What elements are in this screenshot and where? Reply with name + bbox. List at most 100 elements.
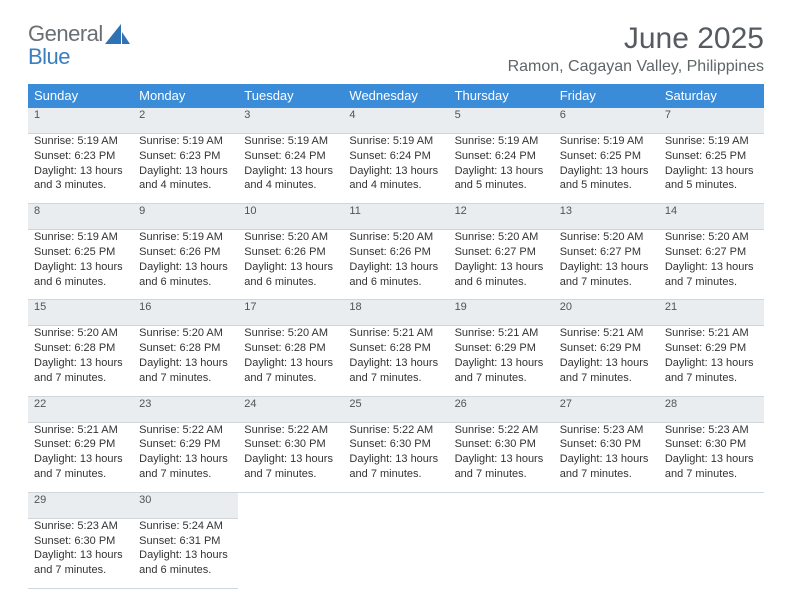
sunrise-text: Sunrise: 5:19 AM <box>34 134 127 149</box>
sunrise-text: Sunrise: 5:19 AM <box>455 134 548 149</box>
daylight-text: Daylight: 13 hours and 6 minutes. <box>349 260 442 290</box>
empty-cell <box>659 492 764 518</box>
sunset-text: Sunset: 6:23 PM <box>34 149 127 164</box>
day-number: 3 <box>238 108 343 134</box>
empty-cell <box>238 518 343 588</box>
day-number: 16 <box>133 300 238 326</box>
day-details: Sunrise: 5:19 AMSunset: 6:25 PMDaylight:… <box>659 133 764 203</box>
sunset-text: Sunset: 6:25 PM <box>665 149 758 164</box>
sunset-text: Sunset: 6:25 PM <box>34 245 127 260</box>
details-row: Sunrise: 5:19 AMSunset: 6:23 PMDaylight:… <box>28 133 764 203</box>
details-row: Sunrise: 5:19 AMSunset: 6:25 PM Daylight:… <box>28 230 764 300</box>
daylight-text: Daylight: 13 hours and 7 minutes. <box>665 452 758 482</box>
daylight-text: Daylight: 13 hours and 5 minutes. <box>560 164 653 194</box>
day-number: 11 <box>343 204 448 230</box>
day-details: Sunrise: 5:21 AMSunset: 6:29 PMDaylight:… <box>28 422 133 492</box>
day-details: Sunrise: 5:20 AMSunset: 6:26 PMDaylight:… <box>343 230 448 300</box>
empty-cell <box>554 492 659 518</box>
daylight-text: Daylight: 13 hours and 4 minutes. <box>139 164 232 194</box>
day-number: 27 <box>554 396 659 422</box>
daylight-text: Daylight: 13 hours and 4 minutes. <box>349 164 442 194</box>
sunset-text: Sunset: 6:30 PM <box>560 437 653 452</box>
daynum-row: 2930 <box>28 492 764 518</box>
sunset-text: Sunset: 6:29 PM <box>455 341 548 356</box>
sunset-text: Sunset: 6:27 PM <box>455 245 548 260</box>
day-details: Sunrise: 5:20 AMSunset: 6:28 PMDaylight:… <box>133 326 238 396</box>
day-details: Sunrise: 5:19 AMSunset: 6:24 PMDaylight:… <box>343 133 448 203</box>
daylight-text: Daylight: 13 hours and 6 minutes. <box>244 260 337 290</box>
sunrise-text: Sunrise: 5:21 AM <box>560 326 653 341</box>
day-details: Sunrise: 5:20 AMSunset: 6:27 PMDaylight:… <box>554 230 659 300</box>
day-details: Sunrise: 5:22 AMSunset: 6:29 PMDaylight:… <box>133 422 238 492</box>
day-details: Sunrise: 5:19 AMSunset: 6:25 PMDaylight:… <box>28 230 133 300</box>
day-number: 25 <box>343 396 448 422</box>
brand-text: General Blue <box>28 22 103 68</box>
day-number: 29 <box>28 492 133 518</box>
day-number: 30 <box>133 492 238 518</box>
day-details: Sunrise: 5:21 AMSunset: 6:29 PMDaylight:… <box>449 326 554 396</box>
sunrise-text: Sunrise: 5:20 AM <box>665 230 758 245</box>
day-details: Sunrise: 5:20 AMSunset: 6:27 PMDaylight:… <box>449 230 554 300</box>
sunset-text: Sunset: 6:26 PM <box>139 245 232 260</box>
day-number: 4 <box>343 108 448 134</box>
sunrise-text: Sunrise: 5:19 AM <box>34 230 127 245</box>
details-row: Sunrise: 5:21 AMSunset: 6:29 PMDaylight:… <box>28 422 764 492</box>
day-number: 23 <box>133 396 238 422</box>
day-number: 6 <box>554 108 659 134</box>
empty-cell <box>449 518 554 588</box>
sunrise-text: Sunrise: 5:22 AM <box>244 423 337 438</box>
daylight-text: Daylight: 13 hours and 6 minutes. <box>139 548 232 578</box>
daylight-text: Daylight: 13 hours and 7 minutes. <box>560 260 653 290</box>
day-number: 1 <box>28 108 133 134</box>
empty-cell <box>238 492 343 518</box>
daylight-text: Daylight: 13 hours and 7 minutes. <box>244 452 337 482</box>
daylight-text: Daylight: 13 hours and 5 minutes. <box>665 164 758 194</box>
day-number: 17 <box>238 300 343 326</box>
daylight-text: Daylight: 13 hours and 4 minutes. <box>244 164 337 194</box>
day-number: 19 <box>449 300 554 326</box>
sunrise-text: Sunrise: 5:20 AM <box>455 230 548 245</box>
details-row: Sunrise: 5:23 AMSunset: 6:30 PMDaylight:… <box>28 518 764 588</box>
daynum-row: 891011121314 <box>28 204 764 230</box>
day-details: Sunrise: 5:23 AMSunset: 6:30 PMDaylight:… <box>659 422 764 492</box>
sunrise-text: Sunrise: 5:24 AM <box>139 519 232 534</box>
sunrise-text: Sunrise: 5:22 AM <box>455 423 548 438</box>
sunset-text: Sunset: 6:30 PM <box>455 437 548 452</box>
sunset-text: Sunset: 6:30 PM <box>34 534 127 549</box>
sunrise-text: Sunrise: 5:21 AM <box>34 423 127 438</box>
day-details: Sunrise: 5:24 AMSunset: 6:31 PMDaylight:… <box>133 518 238 588</box>
daynum-row: 15161718192021 <box>28 300 764 326</box>
daynum-row: 1234567 <box>28 108 764 134</box>
brand-sail-icon <box>105 24 131 46</box>
sunrise-text: Sunrise: 5:23 AM <box>560 423 653 438</box>
day-number: 5 <box>449 108 554 134</box>
sunset-text: Sunset: 6:31 PM <box>139 534 232 549</box>
details-row: Sunrise: 5:20 AMSunset: 6:28 PMDaylight:… <box>28 326 764 396</box>
sunrise-text: Sunrise: 5:19 AM <box>349 134 442 149</box>
brand-word1: General <box>28 21 103 46</box>
daylight-text: Daylight: 13 hours and 7 minutes. <box>34 356 127 386</box>
weekday-header: Saturday <box>659 84 764 108</box>
weekday-header: Friday <box>554 84 659 108</box>
empty-cell <box>343 518 448 588</box>
sunrise-text: Sunrise: 5:22 AM <box>139 423 232 438</box>
day-number: 21 <box>659 300 764 326</box>
weekday-header: Wednesday <box>343 84 448 108</box>
weekday-header: Sunday <box>28 84 133 108</box>
day-details: Sunrise: 5:19 AMSunset: 6:26 PMDaylight:… <box>133 230 238 300</box>
sunrise-text: Sunrise: 5:20 AM <box>349 230 442 245</box>
day-number: 8 <box>28 204 133 230</box>
sunset-text: Sunset: 6:27 PM <box>560 245 653 260</box>
sunset-text: Sunset: 6:27 PM <box>665 245 758 260</box>
daylight-text: Daylight: 13 hours and 7 minutes. <box>34 452 127 482</box>
day-details: Sunrise: 5:19 AMSunset: 6:23 PMDaylight:… <box>28 133 133 203</box>
sunset-text: Sunset: 6:26 PM <box>244 245 337 260</box>
header: General Blue June 2025 Ramon, Cagayan Va… <box>28 22 764 76</box>
daylight-text: Daylight: 13 hours and 7 minutes. <box>349 356 442 386</box>
day-number: 28 <box>659 396 764 422</box>
day-number: 24 <box>238 396 343 422</box>
calendar-table: Sunday Monday Tuesday Wednesday Thursday… <box>28 84 764 589</box>
sunset-text: Sunset: 6:30 PM <box>665 437 758 452</box>
sunrise-text: Sunrise: 5:23 AM <box>665 423 758 438</box>
day-number: 10 <box>238 204 343 230</box>
